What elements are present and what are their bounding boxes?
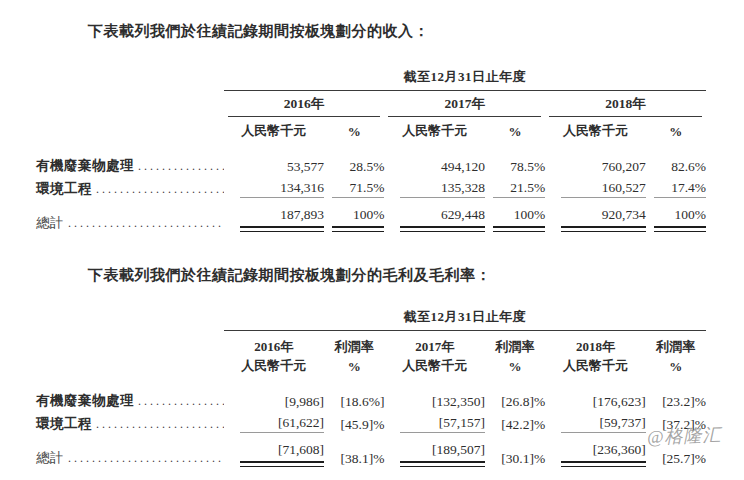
cell-value: 100% (332, 207, 384, 223)
double-rule (240, 461, 325, 467)
row-label: 有機廢棄物處理 (36, 157, 134, 175)
cell-value: 135,328 (400, 180, 485, 198)
row-label: 總計 (36, 214, 64, 232)
cell-value: [38.1]% (332, 451, 384, 467)
gp-period-row: 截至12月31日止年度 (36, 305, 706, 330)
cell-value: [236,360] (561, 442, 646, 458)
column-header-currency: 人民幣千元 (545, 117, 646, 143)
column-header-percent: % (646, 117, 706, 143)
table-row: 有機廢棄物處理 53,577 28.5% 494,120 78.5% 760,2… (36, 142, 706, 178)
column-header-percent: % (324, 117, 384, 143)
gp-header-row-2: 人民幣千元 % 人民幣千元 % 人民幣千元 % (36, 356, 706, 378)
dot-leader (64, 216, 224, 231)
column-header-margin: 利潤率 (485, 330, 545, 356)
cell-value: [61,622] (240, 415, 325, 433)
cell-value: [18.6%] (332, 394, 384, 410)
cell-value: [42.2]% (493, 417, 545, 433)
revenue-period-row: 截至12月31日止年度 (36, 65, 706, 90)
cell-value: 21.5% (493, 180, 545, 198)
row-label: 環境工程 (36, 180, 92, 198)
column-header-year: 2016年 (224, 330, 325, 356)
total-row: 總計 187,893 100% 629,448 100% 920,734 100… (36, 201, 706, 235)
table-row: 環境工程 134,316 71.5% 135,328 21.5% 160,527… (36, 178, 706, 201)
cell-value: 17.4% (654, 180, 706, 198)
column-header-currency: 人民幣千元 (224, 117, 325, 143)
cell-value: [45.9]% (332, 417, 384, 433)
year-header-2018: 2018年 (549, 95, 702, 117)
double-rule (400, 226, 485, 232)
cell-value: [176,623] (561, 394, 646, 410)
dot-leader (134, 394, 224, 409)
cell-value: 71.5% (332, 180, 384, 198)
column-header-margin: 利潤率 (646, 330, 706, 356)
dot-leader (64, 451, 224, 466)
section1-title: 下表載列我們於往績記錄期間按板塊劃分的收入： (88, 22, 706, 41)
cell-value: 760,207 (561, 159, 646, 175)
column-header-percent: % (646, 356, 706, 378)
total-row: 總計 [71,608] [38.1]% [189,507] [30.1]% [2… (36, 436, 706, 470)
cell-value: 78.5% (493, 159, 545, 175)
cell-value: [57,157] (400, 415, 485, 433)
cell-value: [9,986] (240, 394, 325, 410)
column-header-currency: 人民幣千元 (224, 356, 325, 378)
cell-value: [59,737] (561, 415, 646, 433)
dot-leader (92, 182, 224, 197)
table-row: 環境工程 [61,622] [45.9]% [57,157] [42.2]% [… (36, 413, 706, 436)
cell-value: [26.8]% (493, 394, 545, 410)
column-header-percent: % (485, 117, 545, 143)
cell-value: 28.5% (332, 159, 384, 175)
dot-leader (134, 159, 224, 174)
cell-value: [25.7]% (654, 451, 706, 467)
cell-value: 100% (654, 207, 706, 223)
column-header-percent: % (485, 356, 545, 378)
cell-value: [30.1]% (493, 451, 545, 467)
double-rule (561, 461, 646, 467)
double-rule (654, 226, 706, 232)
row-label: 總計 (36, 449, 64, 467)
row-label: 有機廢棄物處理 (36, 392, 134, 410)
dot-leader (92, 417, 224, 432)
revenue-period-header: 截至12月31日止年度 (224, 65, 706, 90)
cell-value: 160,527 (561, 180, 646, 198)
revenue-table: 截至12月31日止年度 2016年 2017年 2018年 人民幣千元 % 人民… (36, 65, 706, 234)
double-rule (561, 226, 646, 232)
cell-value: [71,608] (240, 442, 325, 458)
gp-period-header: 截至12月31日止年度 (224, 305, 706, 330)
gelonghui-watermark: @格隆汇 (647, 423, 722, 450)
double-rule (400, 461, 485, 467)
cell-value: 920,734 (561, 207, 646, 223)
column-header-currency: 人民幣千元 (545, 356, 646, 378)
year-header-2016: 2016年 (228, 95, 381, 117)
row-label: 環境工程 (36, 415, 92, 433)
cell-value: 134,316 (240, 180, 325, 198)
cell-value: 629,448 (400, 207, 485, 223)
document-page: 下表載列我們於往績記錄期間按板塊劃分的收入： 截至12月31日止年度 2016年… (0, 0, 744, 480)
cell-value: 53,577 (240, 159, 325, 175)
column-header-currency: 人民幣千元 (384, 356, 485, 378)
cell-value: [189,507] (400, 442, 485, 458)
table-row: 有機廢棄物處理 [9,986] [18.6%] [132,350] [26.8]… (36, 377, 706, 413)
cell-value: 187,893 (240, 207, 325, 223)
year-header-2017: 2017年 (388, 95, 541, 117)
revenue-subheader-row: 人民幣千元 % 人民幣千元 % 人民幣千元 % (36, 117, 706, 143)
double-rule (493, 226, 545, 232)
column-header-year: 2018年 (545, 330, 646, 356)
revenue-year-row: 2016年 2017年 2018年 (36, 90, 706, 117)
cell-value: 82.6% (654, 159, 706, 175)
double-rule (332, 226, 384, 232)
gp-header-row-1: 2016年 利潤率 2017年 利潤率 2018年 利潤率 (36, 330, 706, 356)
gross-profit-table: 截至12月31日止年度 2016年 利潤率 2017年 利潤率 2018年 利潤… (36, 305, 706, 469)
double-rule (240, 226, 325, 232)
column-header-margin: 利潤率 (324, 330, 384, 356)
column-header-currency: 人民幣千元 (384, 117, 485, 143)
cell-value: 100% (493, 207, 545, 223)
column-header-year: 2017年 (384, 330, 485, 356)
cell-value: [132,350] (400, 394, 485, 410)
column-header-percent: % (324, 356, 384, 378)
cell-value: [23.2]% (654, 394, 706, 410)
cell-value: 494,120 (400, 159, 485, 175)
section2-title: 下表載列我們於往績記錄期間按板塊劃分的毛利及毛利率： (88, 266, 706, 285)
